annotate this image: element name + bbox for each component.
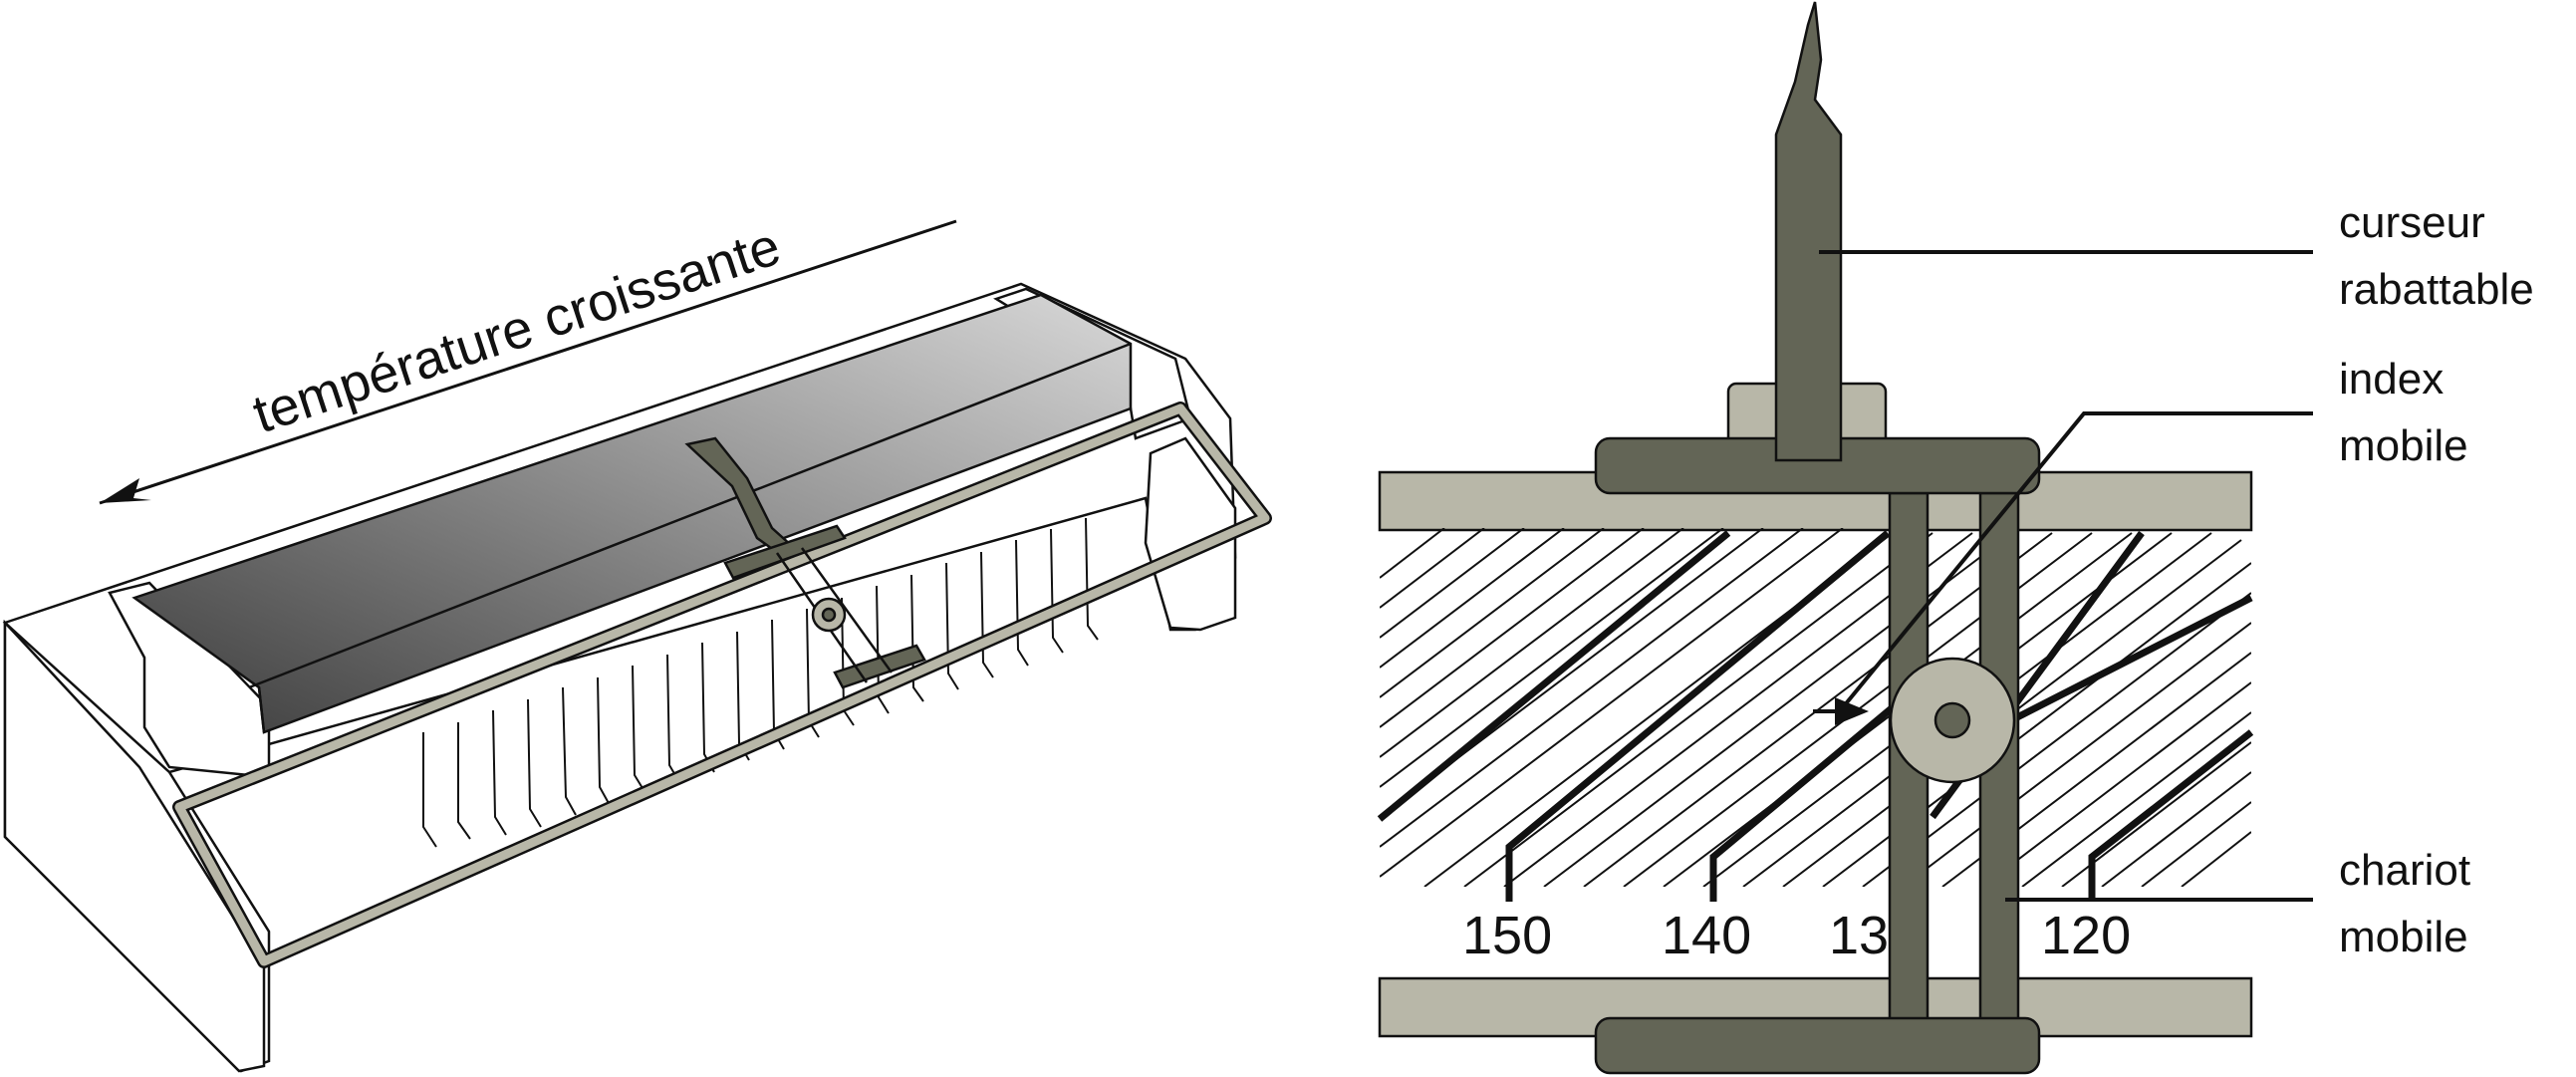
scale-number-140: 140 — [1662, 906, 1751, 965]
moving-index — [1889, 657, 2016, 784]
heating-bench-figure: température croissante — [2, 216, 1272, 1073]
scale-number-13: 13 — [1829, 906, 1889, 965]
cursor-assembly-small — [684, 436, 926, 689]
label-rabattable: rabattable — [2339, 265, 2534, 314]
bottom-crossbar — [1594, 1016, 2041, 1075]
label-index: index — [2339, 355, 2444, 404]
index-pointer-arrow — [1835, 697, 1869, 725]
label-chariot-mobile: mobile — [2339, 913, 2468, 961]
slider-rail-frame — [172, 402, 1272, 968]
label-chariot: chariot — [2339, 846, 2470, 895]
label-index-mobile: mobile — [2339, 421, 2468, 470]
label-curseur: curseur — [2339, 198, 2485, 247]
folding-cursor — [1774, 1, 1843, 462]
heating-plate — [131, 293, 1133, 734]
temperature-arrow — [99, 219, 957, 505]
leader-lines — [1813, 250, 2313, 902]
scale-number-150: 150 — [1462, 906, 1552, 965]
scale-number-120: 120 — [2041, 906, 2131, 965]
cursor-detail-figure: 150 140 13 120 curseur — [1377, 1, 2534, 1075]
